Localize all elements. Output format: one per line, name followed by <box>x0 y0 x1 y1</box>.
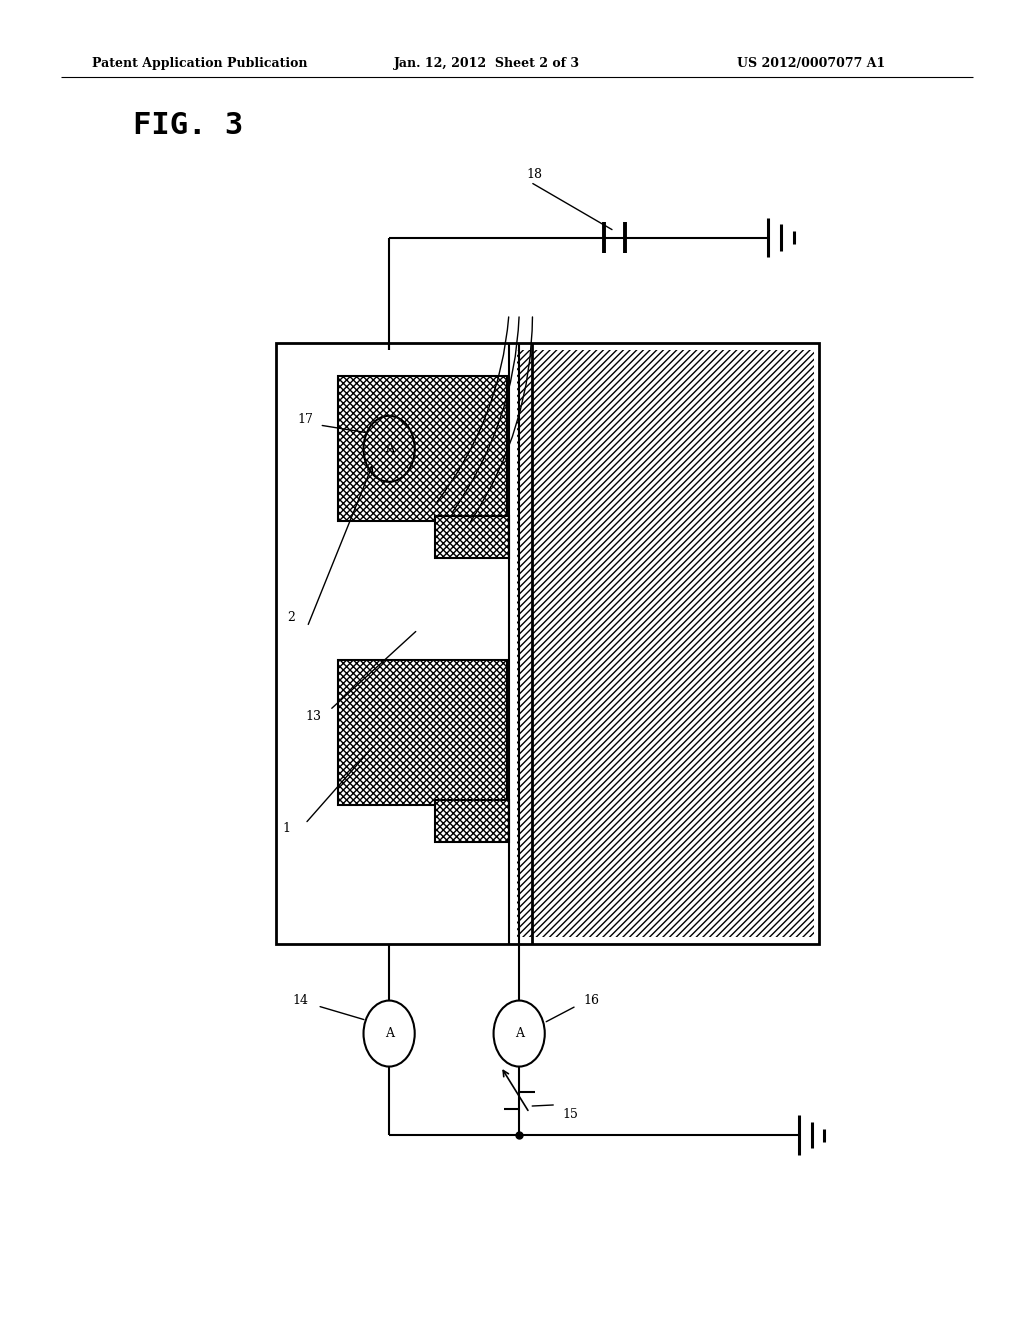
Bar <box>338 376 507 521</box>
Bar <box>276 343 819 944</box>
Bar <box>282 350 514 937</box>
Text: 15: 15 <box>562 1107 579 1121</box>
Text: 8: 8 <box>423 512 431 525</box>
Text: Patent Application Publication: Patent Application Publication <box>92 57 307 70</box>
Text: 9: 9 <box>438 524 446 537</box>
Text: 13: 13 <box>305 710 322 723</box>
Text: 14: 14 <box>292 994 308 1007</box>
Text: FIG. 3: FIG. 3 <box>133 111 244 140</box>
Text: A: A <box>385 442 393 455</box>
Text: 16: 16 <box>584 994 600 1007</box>
Text: 17: 17 <box>297 413 313 426</box>
Bar <box>435 516 509 558</box>
Text: 2: 2 <box>287 611 295 624</box>
Text: 10: 10 <box>455 535 471 548</box>
Text: A: A <box>385 1027 393 1040</box>
Text: US 2012/0007077 A1: US 2012/0007077 A1 <box>737 57 886 70</box>
Text: A: A <box>515 1027 523 1040</box>
Bar <box>338 660 507 805</box>
Bar <box>435 800 509 842</box>
Text: 18: 18 <box>526 168 543 181</box>
Bar <box>517 350 814 937</box>
Text: 1: 1 <box>283 822 291 836</box>
Text: Jan. 12, 2012  Sheet 2 of 3: Jan. 12, 2012 Sheet 2 of 3 <box>394 57 581 70</box>
